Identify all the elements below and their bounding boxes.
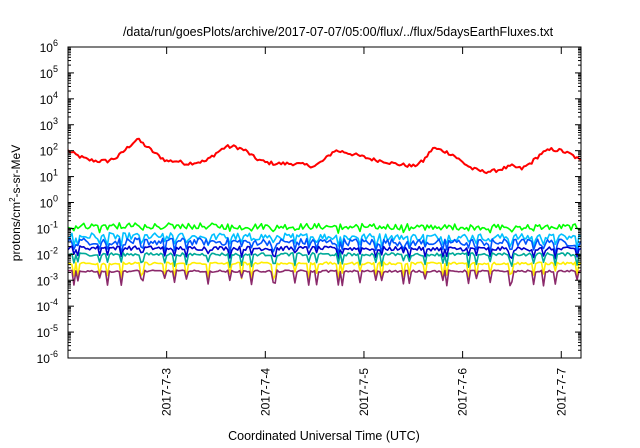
y-axis: 10-6 10-5 10-4 10-3 10-2 10-1 100 101 102 103 104 1… xyxy=(37,38,581,366)
x-tick-label: 2017-7-3 xyxy=(160,368,174,416)
y-axis-label: protons/cm2-s-sr-MeV xyxy=(8,145,23,261)
x-axis-label: Coordinated Universal Time (UTC) xyxy=(228,429,420,443)
chart-title: /data/run/goesPlots/archive/2017-07-07/0… xyxy=(123,25,554,39)
series-line xyxy=(67,222,582,234)
y-tick-label: 106 xyxy=(40,38,58,55)
y-tick-label: 102 xyxy=(40,142,58,159)
series-line xyxy=(67,245,582,260)
x-tick-label: 2017-7-6 xyxy=(456,368,470,416)
y-tick-label: 10-1 xyxy=(37,219,58,236)
plot-frame xyxy=(67,46,582,359)
series-line xyxy=(68,269,582,287)
y-tick-label: 105 xyxy=(40,64,58,81)
series-line xyxy=(67,231,582,250)
series-line xyxy=(67,252,582,269)
x-tick-label: 2017-7-5 xyxy=(357,368,371,416)
series-line xyxy=(67,261,582,281)
x-axis: 2017-7-3 2017-7-4 2017-7-5 2017-7-6 2017-7-7 xyxy=(160,47,568,416)
y-tick-label: 100 xyxy=(40,194,58,211)
y-tick-label: 10-6 xyxy=(37,349,58,366)
y-tick-label: 10-4 xyxy=(37,297,58,314)
series-line xyxy=(67,137,582,175)
y-tick-label: 101 xyxy=(40,168,58,185)
x-tick-label: 2017-7-7 xyxy=(554,368,568,416)
y-tick-label: 103 xyxy=(40,116,58,133)
series-layer xyxy=(67,137,582,287)
y-tick-label: 10-2 xyxy=(37,245,58,262)
series-line xyxy=(67,237,582,256)
x-tick-label: 2017-7-4 xyxy=(258,368,272,416)
y-tick-label: 10-3 xyxy=(37,271,58,288)
y-tick-label: 10-5 xyxy=(37,323,58,340)
y-tick-label: 104 xyxy=(40,90,58,107)
